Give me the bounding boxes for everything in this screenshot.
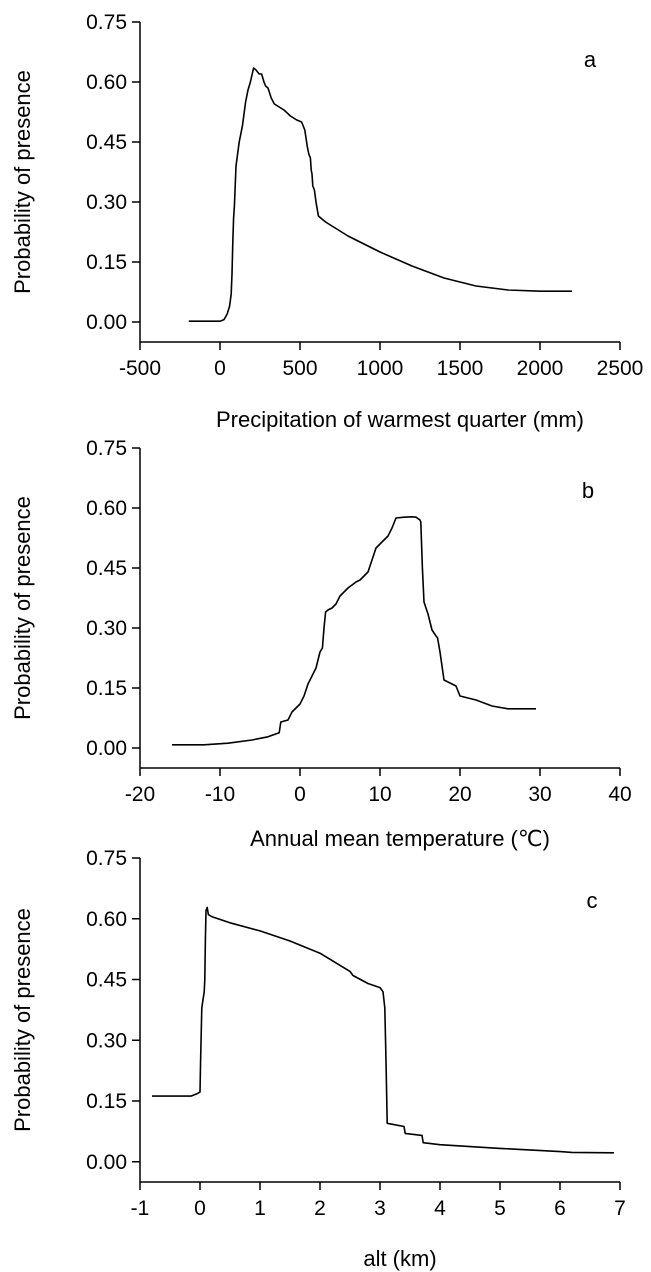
x-tick-label: 0 bbox=[194, 1197, 206, 1220]
series-line-c-0 bbox=[152, 906, 615, 1154]
x-tick-label: 6 bbox=[554, 1197, 566, 1220]
panel-label: a bbox=[584, 47, 597, 72]
y-tick-label: 0.75 bbox=[86, 437, 127, 460]
x-tick-label: 40 bbox=[608, 783, 631, 806]
x-tick-label: 1 bbox=[254, 1197, 266, 1220]
x-tick-label: -1 bbox=[131, 1197, 150, 1220]
x-tick-label: 2 bbox=[314, 1197, 326, 1220]
y-tick-label: 0.75 bbox=[86, 847, 127, 870]
y-tick-label: 0.45 bbox=[86, 969, 127, 992]
y-tick-label: 0.45 bbox=[86, 131, 127, 154]
x-tick-label: 3 bbox=[374, 1197, 386, 1220]
y-axis-title: Probability of presence bbox=[10, 496, 35, 720]
panel-c: 0.00 0.15 0.30 0.45 0.60 0.75 -1 0 1 2 3 4 5 6 7 Probab… bbox=[10, 847, 626, 1271]
y-tick-label: 0.60 bbox=[86, 71, 127, 94]
x-tick-label: 20 bbox=[448, 783, 471, 806]
y-tick-label: 0.00 bbox=[86, 1151, 127, 1174]
x-tick-label: 2500 bbox=[597, 357, 644, 380]
x-tick-label: 10 bbox=[368, 783, 391, 806]
y-axis-title: Probability of presence bbox=[10, 908, 35, 1132]
x-tick-label: 4 bbox=[434, 1197, 446, 1220]
x-axis-title: Precipitation of warmest quarter (mm) bbox=[216, 407, 584, 432]
panel-label: b bbox=[582, 478, 594, 503]
x-tick-label: -10 bbox=[205, 783, 235, 806]
series-line-a-0 bbox=[188, 67, 572, 323]
x-tick-label: -20 bbox=[125, 783, 155, 806]
x-tick-label: 500 bbox=[282, 357, 317, 380]
y-axis-title: Probability of presence bbox=[10, 70, 35, 294]
y-tick-label: 0.15 bbox=[86, 251, 127, 274]
x-tick-label: 1000 bbox=[357, 357, 404, 380]
panel-label: c bbox=[587, 888, 598, 913]
panel-b: 0.00 0.15 0.30 0.45 0.60 0.75 -20 -10 0 10 20 30 40 P… bbox=[10, 437, 632, 851]
x-axis-title: Annual mean temperature (℃) bbox=[250, 826, 550, 851]
x-tick-label: 0 bbox=[294, 783, 306, 806]
x-tick-label: 1500 bbox=[437, 357, 484, 380]
y-tick-label: 0.15 bbox=[86, 677, 127, 700]
y-tick-label: 0.60 bbox=[86, 908, 127, 931]
y-tick-label: 0.75 bbox=[86, 11, 127, 34]
y-tick-label: 0.00 bbox=[86, 311, 127, 334]
y-tick-label: 0.60 bbox=[86, 497, 127, 520]
x-tick-label: -500 bbox=[119, 357, 161, 380]
y-tick-label: 0.00 bbox=[86, 737, 127, 760]
x-tick-label: 2000 bbox=[517, 357, 564, 380]
y-tick-label: 0.15 bbox=[86, 1090, 127, 1113]
x-tick-label: 30 bbox=[528, 783, 551, 806]
x-tick-label: 7 bbox=[614, 1197, 626, 1220]
series-line-b-0 bbox=[172, 515, 536, 746]
y-tick-label: 0.30 bbox=[86, 191, 127, 214]
y-tick-label: 0.30 bbox=[86, 1029, 127, 1052]
x-tick-label: 0 bbox=[214, 357, 226, 380]
panel-a: 0.00 0.15 0.30 0.45 0.60 0.75 -500 0 500 1000 1500… bbox=[10, 11, 643, 432]
y-tick-label: 0.30 bbox=[86, 617, 127, 640]
x-tick-label: 5 bbox=[494, 1197, 506, 1220]
x-axis-title: alt (km) bbox=[363, 1246, 436, 1271]
y-tick-label: 0.45 bbox=[86, 557, 127, 580]
